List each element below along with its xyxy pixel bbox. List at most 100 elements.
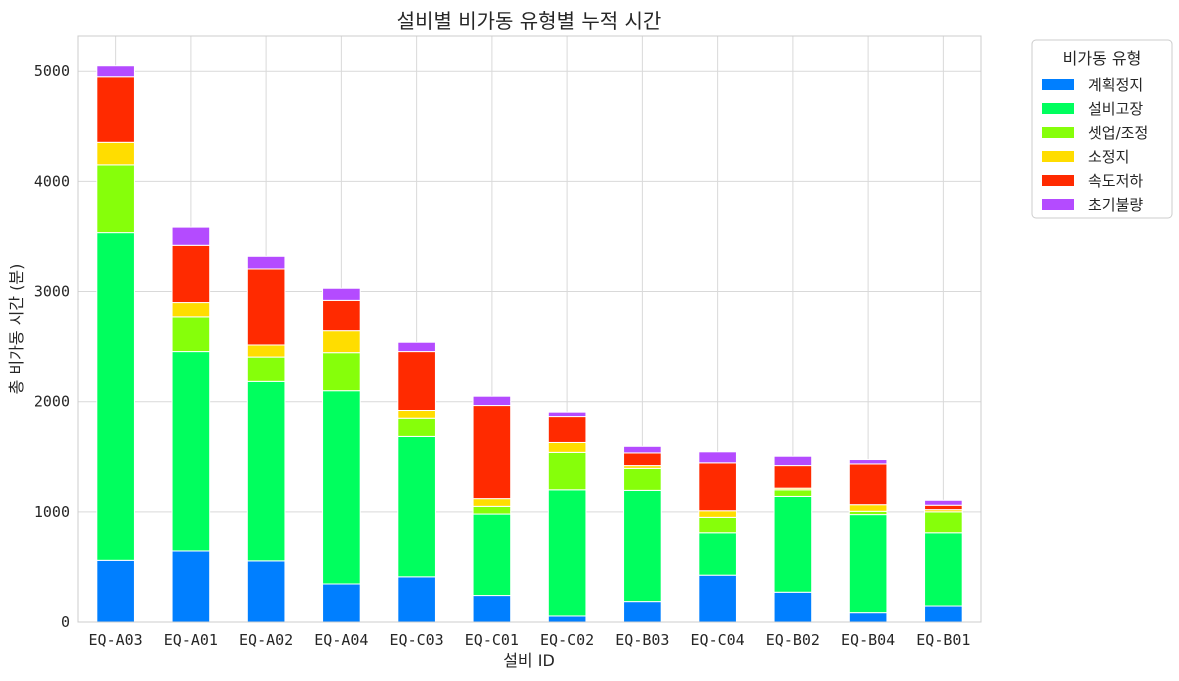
y-tick-label: 5000	[34, 62, 70, 80]
bar-segment	[96, 232, 135, 561]
bar-segment	[848, 612, 888, 623]
bar-segment	[397, 410, 436, 419]
bar-segment	[698, 510, 737, 518]
bar-segment	[472, 405, 512, 500]
y-tick-label: 0	[61, 613, 70, 631]
bar-segment	[322, 287, 361, 301]
legend-swatch	[1042, 151, 1074, 162]
bar-segment	[773, 465, 813, 489]
legend-label: 설비고장	[1088, 100, 1143, 118]
y-tick-labels: 0 1000 2000 3000 4000 5000	[34, 62, 70, 631]
legend-label: 셋업/조정	[1088, 124, 1148, 142]
bar-segment	[171, 302, 211, 318]
bar-segment	[547, 615, 587, 623]
bar-segment	[773, 591, 813, 623]
x-tick-label: EQ-C01	[465, 631, 519, 649]
y-tick-label: 4000	[34, 172, 70, 190]
bar-segment	[397, 341, 436, 353]
legend-swatch	[1042, 175, 1074, 186]
bar-segment	[246, 344, 286, 358]
bar-segment	[623, 452, 662, 467]
bar-segment	[924, 499, 963, 506]
bar-segment	[171, 244, 211, 304]
bar-segment	[623, 601, 662, 623]
x-tick-label: EQ-C04	[691, 631, 745, 649]
bar-segment	[96, 559, 135, 623]
bar-segment	[623, 467, 662, 491]
bar-segment	[246, 356, 286, 382]
bar-segment	[698, 451, 737, 464]
bar-segment	[924, 504, 963, 511]
bar-segment	[848, 514, 888, 614]
plot-frame	[77, 35, 982, 623]
bar-segment	[547, 451, 587, 491]
bar-segment	[698, 574, 737, 623]
bar-segment	[472, 505, 512, 515]
bar-segment	[246, 560, 286, 623]
bar-segment	[623, 445, 662, 454]
bar-segment	[698, 516, 737, 534]
x-tick-label: EQ-A02	[239, 631, 293, 649]
x-tick-label: EQ-A04	[314, 631, 368, 649]
bar-segment	[472, 513, 512, 597]
bar-segment	[322, 583, 361, 623]
legend-label: 초기불량	[1088, 196, 1143, 214]
bar-segment	[547, 489, 587, 617]
bar-segment	[773, 489, 813, 497]
chart-title: 설비별 비가동 유형별 누적 시간	[397, 9, 662, 33]
x-tick-label: EQ-B01	[916, 631, 970, 649]
bar-segment	[848, 459, 888, 465]
bar-segment	[322, 352, 361, 392]
bar-segment	[924, 532, 963, 607]
bar-segment	[96, 65, 135, 78]
bar-segment	[472, 498, 512, 507]
bar-segment	[171, 316, 211, 353]
legend-swatch	[1042, 103, 1074, 114]
bar-segment	[96, 164, 135, 234]
bar-segment	[322, 299, 361, 332]
bar-segment	[397, 576, 436, 623]
bars	[96, 65, 963, 623]
bar-segment	[171, 550, 211, 623]
y-tick-label: 3000	[34, 283, 70, 301]
bar-segment	[547, 411, 587, 418]
bar-segment	[698, 462, 737, 512]
x-tick-label: EQ-C03	[390, 631, 444, 649]
bar-segment	[547, 441, 587, 453]
bar-segment	[397, 417, 436, 437]
bar-segment	[96, 141, 135, 166]
bar-segment	[96, 76, 135, 143]
legend-swatch	[1042, 127, 1074, 138]
bar-segment	[472, 595, 512, 623]
bar-segment	[472, 395, 512, 407]
bar-segment	[848, 463, 888, 506]
bar-segment	[547, 416, 587, 443]
bar-segment	[773, 455, 813, 467]
bar-segment	[397, 351, 436, 412]
x-tick-label: EQ-A03	[89, 631, 143, 649]
bar-segment	[171, 351, 211, 552]
x-tick-label: EQ-A01	[164, 631, 218, 649]
bar-segment	[246, 268, 286, 346]
x-tick-label: EQ-B04	[841, 631, 895, 649]
legend-swatch	[1042, 199, 1074, 210]
bar-segment	[773, 495, 813, 593]
bar-segment	[322, 390, 361, 585]
x-tick-labels: EQ-A03 EQ-A01 EQ-A02 EQ-A04 EQ-C03 EQ-C01 EQ-C…	[89, 631, 971, 649]
x-tick-label: EQ-B02	[766, 631, 820, 649]
y-axis-label: 총 비가동 시간 (분)	[7, 264, 26, 395]
bar-segment	[924, 511, 963, 534]
x-tick-label: EQ-C02	[540, 631, 594, 649]
bar-segment	[171, 226, 211, 246]
legend-label: 속도저하	[1088, 172, 1143, 190]
bar-segment	[698, 532, 737, 576]
bar-segment	[848, 504, 888, 512]
x-tick-label: EQ-B03	[615, 631, 669, 649]
legend-swatch	[1042, 79, 1074, 90]
bar-segment	[397, 435, 436, 578]
y-tick-label: 1000	[34, 503, 70, 521]
grid	[78, 36, 981, 623]
